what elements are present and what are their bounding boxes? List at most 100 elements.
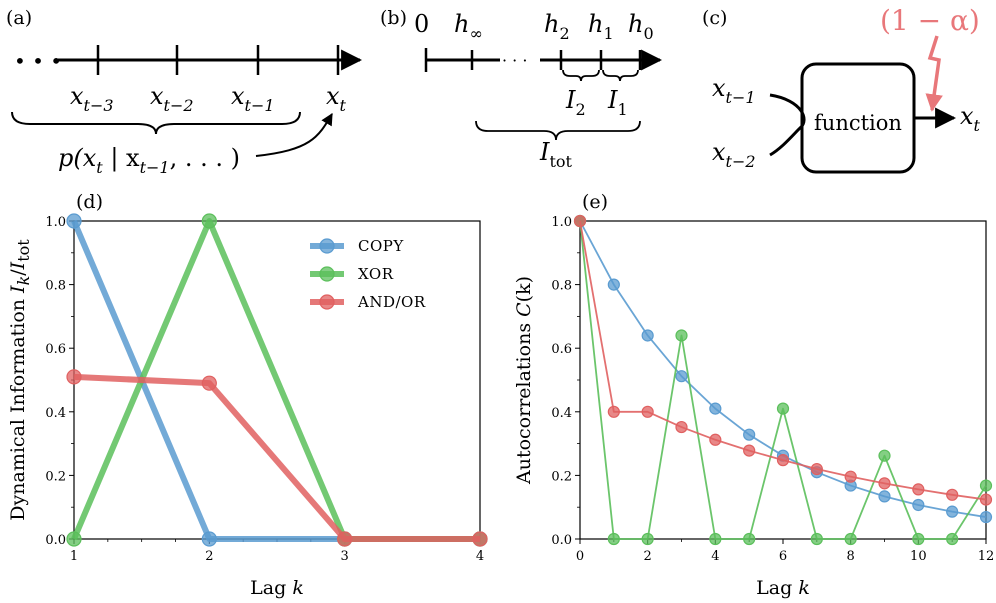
label-I2: I2 <box>565 86 586 119</box>
panel-a-dots: • • • <box>14 49 62 73</box>
data-point-0-12 <box>979 510 993 524</box>
panel-c-label: (c) <box>702 7 727 29</box>
data-point-1-10 <box>912 532 925 546</box>
label-h1: h1 <box>588 10 614 43</box>
data-point-2-10 <box>912 483 925 496</box>
y-tick-label: 0.6 <box>551 342 572 357</box>
series-line-0 <box>579 220 987 518</box>
chart-d-plot-area <box>66 213 488 547</box>
data-point-2-8 <box>844 470 857 483</box>
legend-swatch-marker <box>319 294 335 310</box>
brace-I1 <box>602 69 639 82</box>
data-point-2-12 <box>979 493 993 506</box>
panel-d-label: (d) <box>76 191 103 213</box>
noise-lightning-arrow <box>925 35 943 112</box>
y-tick-label: 0.6 <box>45 342 66 357</box>
x-tick-label: 3 <box>341 549 349 564</box>
data-point-0-4 <box>709 402 722 415</box>
x-tick-label: 8 <box>847 549 855 564</box>
label-h2: h2 <box>544 10 570 43</box>
data-point-1-9 <box>878 449 891 462</box>
panel-a-label: (a) <box>6 7 32 29</box>
legend-label-0: COPY <box>358 237 404 255</box>
chart-e-axes: 0 2 4 6 8 10 12 0.0 0.2 0.4 0.6 0.8 1.0 <box>551 215 994 564</box>
x-tick-label: 10 <box>910 549 927 564</box>
x-tick-label: 6 <box>779 549 787 564</box>
data-point-1-7 <box>810 532 823 546</box>
data-point-2-5 <box>743 444 756 457</box>
prediction-arrow <box>255 112 333 157</box>
data-point-1-12 <box>979 479 993 492</box>
y-tick-label: 0.8 <box>551 279 572 294</box>
input-x-t-2: xt−2 <box>712 138 756 171</box>
panel-d: (d) 1 2 3 4 0.0 0.2 0.4 0.6 0.8 1.0 COPY XOR AND/OR… <box>7 191 488 599</box>
chart-d-legend: COPY XOR AND/OR <box>310 237 425 311</box>
data-point-1-11 <box>946 532 959 546</box>
x-tick-label: 1 <box>70 549 78 564</box>
data-point-1-1 <box>607 532 620 546</box>
data-point-2-0 <box>573 214 587 228</box>
function-label: function <box>814 111 902 135</box>
legend-swatch-marker <box>319 238 335 254</box>
conditional-probability: p(xt | xt−1, . . . ) <box>58 144 240 177</box>
data-point-2-9 <box>878 477 891 490</box>
data-point-1-0 <box>66 531 82 547</box>
input-x-t-1: xt−1 <box>712 74 756 107</box>
data-point-0-1 <box>607 278 620 291</box>
y-tick-label: 0.8 <box>45 279 66 294</box>
label-I-tot: Itot <box>539 138 573 171</box>
y-tick-label: 0.4 <box>45 406 66 421</box>
y-tick-label: 1.0 <box>551 215 572 230</box>
chart-d-axes: 1 2 3 4 0.0 0.2 0.4 0.6 0.8 1.0 <box>45 215 484 564</box>
label-h-inf: h∞ <box>454 10 483 43</box>
y-tick-label: 0.0 <box>551 533 572 548</box>
data-point-2-2 <box>337 531 353 547</box>
data-point-1-8 <box>844 532 857 546</box>
data-point-2-7 <box>810 462 823 476</box>
brace-I2 <box>562 69 600 82</box>
y-tick-label: 0.2 <box>45 469 66 484</box>
y-tick-label: 1.0 <box>45 215 66 230</box>
input-wires <box>769 93 806 157</box>
data-point-2-3 <box>472 531 488 547</box>
entropy-axis-dots: · · · <box>502 51 527 70</box>
data-point-2-3 <box>675 420 688 434</box>
panel-e: (e) 0 2 4 6 8 10 12 0.0 0.2 0.4 0.6 0.8 1.0 Autocorr… <box>513 191 994 599</box>
history-brace <box>11 111 301 135</box>
label-zero: 0 <box>414 10 429 38</box>
data-point-0-3 <box>675 370 688 383</box>
panel-c: (c) (1 − α) function xt−1 xt−2 xt <box>702 4 981 174</box>
data-point-0-10 <box>912 498 925 512</box>
x-tick-label: 4 <box>476 549 484 564</box>
chart-e-x-axis-title: Lag k <box>756 577 810 599</box>
legend-swatch-marker <box>319 266 335 282</box>
y-tick-label: 0.4 <box>551 406 572 421</box>
label-x-t-3: xt−3 <box>70 82 114 115</box>
x-tick-label: 2 <box>205 549 213 564</box>
chart-d-x-axis-title: Lag k <box>250 577 304 599</box>
series-line-2 <box>73 373 480 542</box>
brace-I-tot <box>475 120 641 141</box>
data-point-2-1 <box>201 375 217 391</box>
output-x-t: xt <box>960 102 981 135</box>
data-point-0-1 <box>201 531 217 547</box>
data-point-1-4 <box>709 532 722 546</box>
x-tick-label: 4 <box>711 549 719 564</box>
data-point-0-0 <box>66 213 82 229</box>
panel-a: (a) • • • xt−3 xt−2 xt−1 xt p(xt | xt−1,… <box>6 7 363 177</box>
data-point-1-6 <box>776 402 790 415</box>
data-point-1-5 <box>743 532 756 546</box>
data-point-0-2 <box>641 329 654 342</box>
data-point-1-3 <box>675 329 688 342</box>
data-point-2-1 <box>607 405 620 418</box>
x-tick-label: 2 <box>644 549 652 564</box>
label-x-t-2: xt−2 <box>150 82 194 115</box>
data-point-2-2 <box>641 405 654 418</box>
chart-d-y-axis-title: Dynamical Information Ik/Itot <box>7 239 33 521</box>
chart-e-plot-area <box>573 214 993 546</box>
label-x-t: xt <box>326 82 347 115</box>
chart-e-y-axis-title: Autocorrelations C(k) <box>513 276 535 485</box>
label-x-t-1: xt−1 <box>231 82 275 115</box>
data-point-2-4 <box>709 433 722 446</box>
